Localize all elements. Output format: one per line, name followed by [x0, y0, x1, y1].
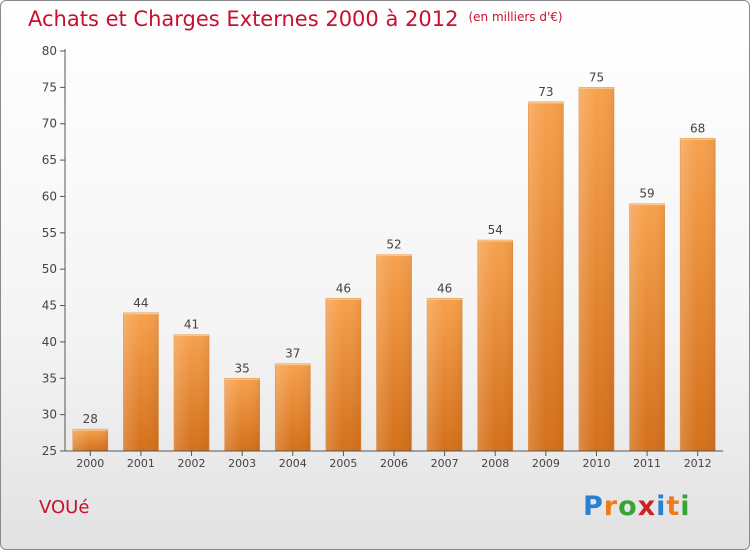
chart-title-text: Achats et Charges Externes 2000 à 2012: [28, 7, 459, 31]
y-tick-label-40: 40: [42, 335, 57, 349]
y-tick-label-30: 30: [42, 408, 57, 422]
x-tick-label-2005: 2005: [329, 457, 357, 470]
x-tick-label-2007: 2007: [431, 457, 459, 470]
bar-shine-2006: [376, 254, 412, 451]
y-tick-label-70: 70: [42, 117, 57, 131]
x-tick-label-2011: 2011: [633, 457, 661, 470]
y-tick-label-60: 60: [42, 189, 57, 203]
logo-letter-2: o: [618, 491, 638, 522]
bar-shine-2000: [72, 429, 108, 451]
bar-shine-2004: [275, 363, 311, 451]
logo-letter-4: i: [656, 491, 667, 522]
chart-title: Achats et Charges Externes 2000 à 2012 (e…: [28, 7, 563, 31]
x-tick-label-2006: 2006: [380, 457, 408, 470]
bar-shine-2001: [123, 312, 159, 451]
y-tick-label-65: 65: [42, 153, 57, 167]
data-labels: 28 44 41 35 37 46 52 46 54 73 75 59 68: [83, 70, 706, 426]
x-tick-label-2012: 2012: [684, 457, 712, 470]
data-label-2000: 28: [83, 412, 98, 426]
y-tick-label-55: 55: [42, 226, 57, 240]
logo-letter-6: i: [680, 491, 691, 522]
x-tick-label-2010: 2010: [582, 457, 610, 470]
logo-letter-1: r: [603, 491, 619, 522]
bar-shine-2012: [680, 138, 716, 452]
bar-shine-2011: [629, 203, 665, 451]
y-tick-label-45: 45: [42, 299, 57, 313]
town-name: VOUé: [39, 497, 90, 518]
y-axis: 25 30 35 40 45 50 55 60 65 70 75 80: [42, 44, 66, 458]
x-tick-label-2001: 2001: [127, 457, 155, 470]
x-tick-label-2000: 2000: [76, 457, 104, 470]
x-tick-label-2003: 2003: [228, 457, 256, 470]
y-tick-label-75: 75: [42, 80, 57, 94]
data-label-2012: 68: [690, 121, 705, 135]
chart-subtitle: (en milliers d'€): [468, 10, 563, 24]
data-label-2004: 37: [285, 347, 300, 361]
data-label-2001: 44: [133, 296, 148, 310]
proxiti-logo: Proxiti: [583, 491, 691, 522]
x-axis: 2000 2001 2002 2003 2004 2005 2006 2007 2008 2009…: [65, 450, 723, 470]
bar-shine-2007: [427, 298, 463, 451]
data-label-2006: 52: [386, 238, 401, 252]
data-label-2010: 75: [589, 70, 604, 84]
data-label-2003: 35: [235, 361, 250, 375]
data-label-2007: 46: [437, 281, 452, 295]
data-label-2002: 41: [184, 318, 199, 332]
logo-letter-0: P: [583, 491, 604, 522]
bar-shine-2002: [174, 334, 210, 451]
y-tick-label-25: 25: [42, 444, 57, 458]
x-tick-label-2008: 2008: [481, 457, 509, 470]
bars: [72, 87, 716, 452]
y-tick-label-50: 50: [42, 262, 57, 276]
bar-shine-2010: [578, 87, 614, 451]
x-tick-label-2002: 2002: [178, 457, 206, 470]
y-tick-label-35: 35: [42, 371, 57, 385]
bar-shine-2005: [325, 298, 361, 451]
data-label-2011: 59: [639, 187, 654, 201]
logo-letter-5: t: [666, 491, 681, 522]
data-label-2009: 73: [538, 85, 553, 99]
data-label-2005: 46: [336, 281, 351, 295]
bar-shine-2008: [477, 240, 513, 451]
data-label-2008: 54: [488, 223, 503, 237]
bar-shine-2003: [224, 378, 260, 451]
bar-shine-2009: [528, 101, 564, 451]
x-tick-label-2009: 2009: [532, 457, 560, 470]
y-tick-label-80: 80: [42, 44, 57, 58]
logo-letter-3: x: [637, 491, 657, 522]
x-tick-label-2004: 2004: [279, 457, 307, 470]
